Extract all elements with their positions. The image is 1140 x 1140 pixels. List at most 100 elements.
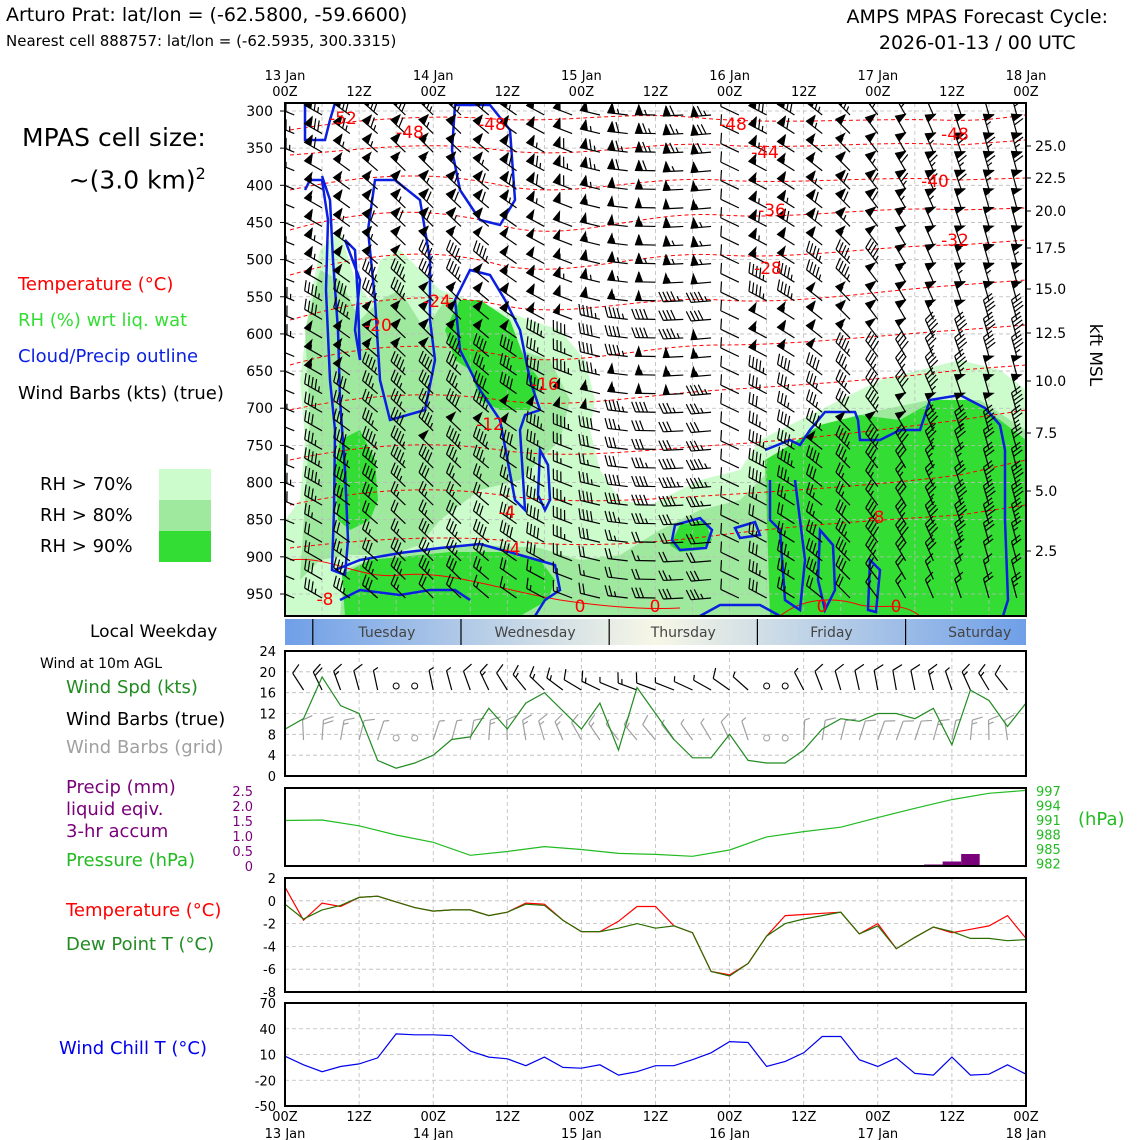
- wind-barb: [606, 232, 628, 246]
- wind-barb: [472, 188, 490, 209]
- wind-barb-full: [631, 475, 637, 487]
- wind-barb-full: [393, 409, 399, 420]
- wind-barb-full: [341, 117, 346, 129]
- rh90-region: [445, 300, 540, 410]
- wind-barb-flag: [834, 318, 846, 329]
- wind-barb: [693, 674, 712, 691]
- wind-barb-full: [984, 426, 994, 435]
- wind-barb-flag: [418, 281, 429, 292]
- wind-barb-staff: [777, 289, 795, 302]
- cross-section-panel: -52 -48 -48 -48 -48 -44 -40 -36 -32 -28 …: [246, 69, 1105, 617]
- wind-barb: [835, 536, 851, 562]
- wind-barb: [472, 500, 490, 525]
- wind-barb-flag: [390, 336, 401, 348]
- wind-barb-full: [367, 188, 372, 200]
- wind-barb-staff: [865, 581, 879, 599]
- wind-barb-half: [843, 214, 847, 221]
- wind-barb: [776, 576, 795, 599]
- wind-barb-staff: [301, 719, 305, 741]
- wind-barb-staff: [304, 457, 323, 469]
- wind-barb-full: [635, 568, 641, 580]
- wind-barb-full: [522, 714, 533, 721]
- wind-barb: [579, 174, 601, 190]
- wind-barb-full: [899, 374, 907, 384]
- wind-barb-full: [333, 575, 337, 587]
- wind-barb: [805, 370, 823, 395]
- wind-barb-staff: [333, 671, 342, 691]
- wind-barb-staff: [691, 485, 712, 489]
- wind-barb: [428, 666, 434, 691]
- wind-barb-flag: [984, 93, 994, 101]
- wind-barb-full: [418, 350, 424, 362]
- wind-barb-flag: [834, 206, 846, 218]
- wind-barb-full: [835, 369, 841, 380]
- wind-barb: [1010, 243, 1023, 264]
- wind-barb: [432, 720, 445, 741]
- y-tick: -20: [255, 1074, 276, 1089]
- wind-barb-flag: [982, 225, 995, 233]
- wind-barb-full: [662, 533, 668, 544]
- wind-barb: [673, 676, 693, 691]
- wind-barb-full: [865, 572, 872, 583]
- wind-barb: [954, 311, 968, 339]
- wind-barb: [748, 392, 767, 413]
- wind-barb-full: [720, 188, 723, 200]
- wind-barb-full: [954, 311, 964, 320]
- wind-barb-full: [611, 251, 616, 263]
- wind-barb: [953, 169, 967, 190]
- wind-barb-full: [396, 282, 402, 293]
- wind-barb-flag: [982, 150, 995, 159]
- wind-barb-staff: [418, 509, 434, 525]
- wind-barb-full: [506, 357, 510, 369]
- wind-barb-full: [509, 378, 514, 390]
- wind-barb-full: [782, 103, 787, 109]
- wind-barb-half: [672, 407, 676, 413]
- wind-barb-full: [956, 356, 966, 365]
- wind-barb-full: [307, 579, 311, 591]
- wind-barb: [1010, 206, 1023, 227]
- wind-barb: [690, 272, 712, 285]
- wind-barb-half: [311, 512, 313, 518]
- wind-barb-half: [986, 176, 992, 182]
- wind-barb: [805, 463, 823, 488]
- wind-barb: [333, 427, 351, 450]
- wind-barb-half: [508, 104, 511, 110]
- wind-barb-full: [984, 334, 994, 342]
- wind-barb: [1010, 441, 1023, 469]
- wind-barb: [563, 669, 582, 691]
- wind-barb: [578, 508, 601, 525]
- wind-barb-full: [720, 713, 729, 723]
- wind-barb: [445, 113, 462, 135]
- temp-label: -36: [758, 201, 786, 221]
- wind-barb-full: [590, 362, 593, 374]
- wind-barb-full: [666, 458, 672, 469]
- wind-barb: [982, 243, 995, 264]
- wind-barb-flag: [924, 299, 937, 308]
- wind-barb-full: [396, 430, 402, 442]
- wind-barb-full: [926, 538, 935, 547]
- wind-barb-staff: [954, 318, 962, 339]
- wind-barb: [865, 331, 880, 357]
- wind-barb: [805, 188, 823, 209]
- wind-barb-half: [556, 721, 561, 726]
- wind-barb-staff: [446, 435, 462, 450]
- wind-barb-half: [987, 162, 993, 167]
- wind-barb-full: [835, 239, 841, 250]
- wind-barb-staff: [526, 476, 545, 488]
- wind-barb-full: [536, 416, 540, 428]
- wind-barb-full: [451, 430, 457, 442]
- wind-barb-full: [448, 390, 454, 402]
- wind-barb-full: [563, 361, 566, 373]
- wind-barb-half: [955, 560, 961, 565]
- wind-barb-full: [612, 325, 617, 337]
- wind-barb: [303, 245, 323, 265]
- wind-barb: [390, 299, 406, 320]
- wind-barb-full: [986, 416, 996, 424]
- wind-barb: [303, 103, 323, 116]
- wind-barb: [1010, 497, 1023, 524]
- top-hour-label: 00Z: [272, 85, 298, 100]
- wind-barb: [685, 440, 712, 452]
- bottom-hour-label: 00Z: [420, 1110, 446, 1125]
- wind-barb-staff: [954, 578, 962, 599]
- wind-barb-full: [368, 412, 373, 424]
